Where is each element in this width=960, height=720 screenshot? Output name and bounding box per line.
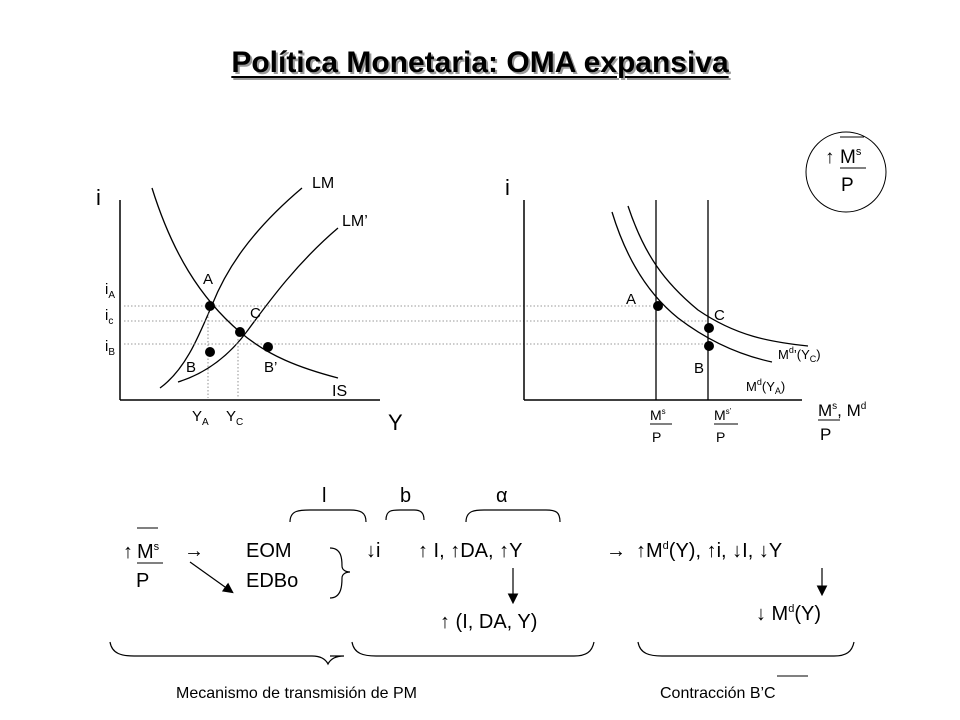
point-b-prime-dot xyxy=(263,342,273,352)
slide-title: Política Monetaria: OMA expansiva Políti… xyxy=(0,46,960,82)
point-c-dot xyxy=(235,327,245,337)
mm-x-axis-num: Ms, Md xyxy=(818,401,866,420)
money-market-graph: i A C B Md’(YC) Md(YA) Ms P Ms’ P xyxy=(505,175,866,445)
money-demand-ya-curve xyxy=(611,211,773,363)
bracket-alpha xyxy=(465,509,561,523)
point-b-label: B xyxy=(186,359,196,376)
demand-ya-label: Md(YA) xyxy=(746,377,785,396)
brace-middle xyxy=(351,641,595,657)
ms-increase-badge: ↑ Ms P xyxy=(805,131,887,213)
greek-alpha-label: α xyxy=(496,485,508,507)
bracket-b xyxy=(385,509,425,521)
badge-circle xyxy=(805,131,887,213)
mm-point-b-dot xyxy=(704,341,714,351)
ms-num: Ms xyxy=(137,541,160,563)
is-curve xyxy=(151,187,339,379)
supply-2-fraction: Ms’ P xyxy=(714,407,738,445)
ms-up-arrow: ↑ xyxy=(123,541,133,563)
badge-den: P xyxy=(841,175,854,196)
down-arrow-i: ↓ xyxy=(366,540,376,562)
point-c-label: C xyxy=(250,305,261,322)
rate-b-label: iB xyxy=(105,338,115,358)
rate-a-label: iA xyxy=(105,281,115,301)
is-lm-x-axis-label: Y xyxy=(388,410,403,435)
lm-prime-curve xyxy=(177,227,339,383)
is-curve-label: IS xyxy=(332,383,347,400)
money-demand-yc-curve xyxy=(627,205,809,347)
md-result: ↓ Md(Y) xyxy=(756,603,821,625)
mm-x-axis-label: Ms, Md P xyxy=(818,401,866,444)
badge-arrow: ↑ xyxy=(825,147,835,168)
lm-curve-label: LM xyxy=(312,175,334,192)
point-b-prime-label: B’ xyxy=(264,359,277,376)
eom-edbo-brace xyxy=(329,547,351,599)
mm-point-a-label: A xyxy=(626,291,636,308)
point-a-label: A xyxy=(203,271,213,288)
output-a-label: YA xyxy=(192,408,209,428)
caption-left: Mecanismo de transmisión de PM xyxy=(176,685,417,702)
ms-den: P xyxy=(136,570,149,592)
up-effects: ↑ I, ↑DA, ↑Y xyxy=(418,540,522,562)
rate-c-label: ic xyxy=(105,307,113,327)
eom-label: EOM xyxy=(246,540,292,562)
title-shadow: Política Monetaria: OMA expansiva xyxy=(2,48,960,82)
supply-2-den: P xyxy=(716,429,725,445)
badge-num: Ms xyxy=(840,146,862,168)
mm-point-c-label: C xyxy=(714,307,725,324)
mm-y-axis-label: i xyxy=(505,175,510,200)
point-a-dot xyxy=(205,301,215,311)
md-chain: ↑Md(Y), ↑i, ↓I, ↓Y xyxy=(636,540,782,562)
brace-right xyxy=(637,641,855,657)
title-shadow-text: Política Monetaria: OMA expansiva xyxy=(233,48,731,81)
mm-point-c-dot xyxy=(704,323,714,333)
supply-1-fraction: Ms P xyxy=(650,407,672,445)
demand-yc-label: Md’(YC) xyxy=(778,345,821,364)
mm-point-a-dot xyxy=(653,301,663,311)
transmission-mechanism: l b α ↑ Ms P → EOM EDBo ↓i ↑ I, ↑DA, ↑Y … xyxy=(109,485,855,702)
supply-1-den: P xyxy=(652,429,661,445)
title-text: Política Monetaria: OMA expansiva xyxy=(231,46,729,79)
caption-right: Contracción B’C xyxy=(660,685,776,702)
mm-point-b-label: B xyxy=(694,360,704,377)
point-b-dot xyxy=(205,347,215,357)
is-lm-graph: i Y LM LM’ IS A C B B’ iA ic iB YA xyxy=(96,175,707,435)
lm-prime-curve-label: LM’ xyxy=(342,213,368,230)
arrow-to-edbo xyxy=(189,561,234,594)
is-lm-y-axis-label: i xyxy=(96,185,101,210)
effect-label: ↑ (I, DA, Y) xyxy=(440,611,537,633)
output-c-label: YC xyxy=(226,408,243,428)
brace-left xyxy=(109,641,345,666)
arrow-to-eom: → xyxy=(184,540,204,562)
supply-2-num: Ms’ xyxy=(714,407,732,423)
mm-x-axis-den: P xyxy=(820,425,831,444)
arrow-to-md: → xyxy=(606,540,626,562)
supply-1-num: Ms xyxy=(650,407,666,423)
edbo-label: EDBo xyxy=(246,570,298,592)
bracket-l xyxy=(289,509,367,523)
greek-l-label: l xyxy=(322,485,326,507)
down-i: ↓i xyxy=(366,540,380,562)
greek-b-label: b xyxy=(400,485,411,507)
